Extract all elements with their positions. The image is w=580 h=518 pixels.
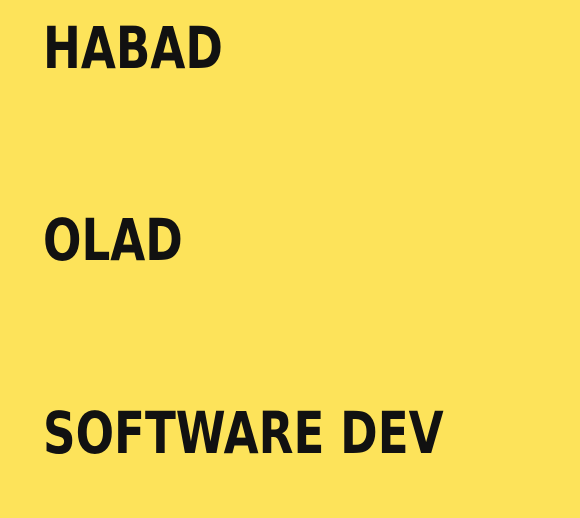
line-software-dev: SOFTWARE DEV [43,399,444,467]
line-olad: OLAD [43,206,183,274]
line-habad: HABAD [43,14,223,82]
